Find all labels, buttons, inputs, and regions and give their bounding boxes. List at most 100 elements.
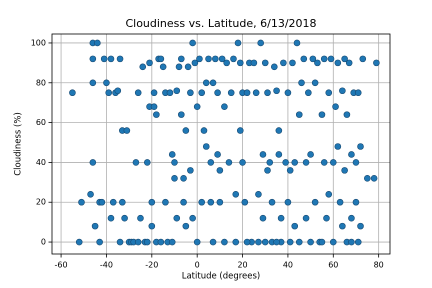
point [198,198,206,206]
point [302,159,310,166]
point [300,55,308,63]
point [187,167,194,174]
point [282,159,289,166]
point [87,190,94,198]
point [134,89,142,97]
point [216,167,224,174]
point [243,238,251,246]
point [193,103,201,110]
point [348,214,355,222]
y-tick-label: 60 [36,118,46,127]
point [184,63,192,71]
point [302,214,310,222]
point [273,87,280,95]
point [286,238,294,246]
point [175,63,183,71]
point [198,89,206,97]
point [318,238,326,246]
point [148,222,156,230]
point [295,111,303,118]
point [146,59,153,67]
point [266,159,274,166]
point [320,159,328,166]
point [173,87,181,95]
point [143,159,151,166]
point [236,59,244,67]
point [148,198,156,206]
point [323,214,330,222]
point [352,159,360,166]
point [230,55,237,63]
x-tick-label: 80 [374,261,384,270]
point [275,127,283,134]
point [314,59,321,67]
point [196,55,203,63]
point [143,238,151,246]
point [273,238,280,246]
x-tick-label: -60 [55,261,68,270]
point [268,198,276,206]
point [107,214,115,222]
point [150,103,158,110]
point [250,59,258,67]
x-axis-label: Latitude (degrees) [182,272,261,282]
y-tick-label: 40 [36,158,46,167]
point [100,55,108,63]
point [221,103,228,110]
point [91,222,99,230]
point [69,89,76,97]
point [107,55,115,63]
point [153,111,160,118]
point [150,89,158,97]
point [157,238,165,246]
point [354,238,362,246]
point [341,55,348,63]
point [225,159,233,166]
point [171,175,178,182]
point [232,238,240,246]
point [218,55,226,63]
point [89,79,97,87]
point [75,238,83,246]
point [311,79,319,87]
point [232,190,240,198]
point [341,167,348,174]
point [105,89,113,97]
point [207,159,215,166]
point [216,198,224,206]
point [264,167,271,174]
point [329,238,337,246]
point [307,151,314,158]
point [212,55,219,63]
point [284,89,292,97]
point [114,87,122,95]
point [109,198,117,206]
point [359,55,367,63]
point [214,89,221,97]
point [123,127,131,134]
point [209,238,217,246]
point [159,63,167,71]
point [98,198,106,206]
point [189,214,196,222]
point [275,151,283,158]
chart-title: Cloudiness vs. Latitude, 6/13/2018 [125,17,316,30]
point [162,198,169,206]
point [298,79,305,87]
point [291,159,299,166]
point [311,198,319,206]
point [325,190,333,198]
point [193,238,201,246]
y-tick-label: 80 [36,78,46,87]
point [89,159,97,166]
y-tick-label: 100 [31,38,46,47]
point [121,214,128,222]
point [168,151,176,158]
point [318,111,326,118]
point [259,214,267,222]
x-tick-label: 0 [195,261,200,270]
point [370,175,378,182]
point [202,143,210,150]
point [116,55,124,63]
point [305,89,312,97]
